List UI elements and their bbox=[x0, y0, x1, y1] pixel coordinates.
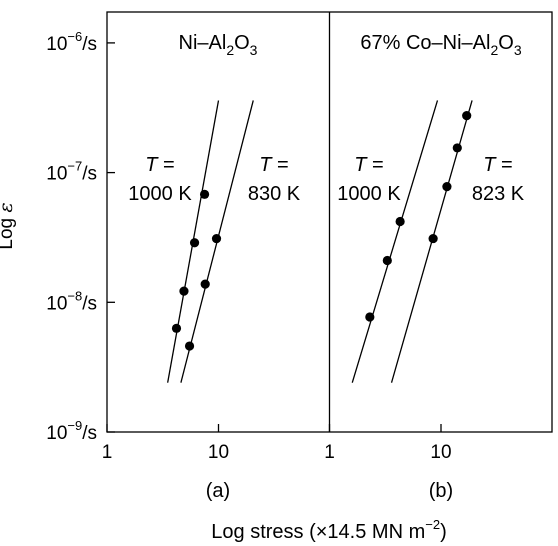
data-point bbox=[185, 341, 194, 350]
data-point bbox=[365, 312, 374, 321]
panel-caption: (a) bbox=[206, 480, 230, 502]
data-point bbox=[462, 111, 471, 120]
series-label-line2: 830 K bbox=[248, 183, 301, 205]
series-label-line1: T = bbox=[259, 154, 288, 176]
series-label-line1: T = bbox=[354, 154, 383, 176]
x-tick-label: 10 bbox=[430, 442, 451, 463]
y-axis-label: Log ε bbox=[0, 202, 17, 249]
data-point bbox=[212, 234, 221, 243]
x-tick-label: 1 bbox=[324, 442, 335, 463]
y-tick-label: 10−9/s bbox=[46, 418, 97, 444]
data-point bbox=[200, 190, 209, 199]
data-point bbox=[383, 256, 392, 265]
series-label-line2: 823 K bbox=[472, 183, 525, 205]
data-point bbox=[396, 217, 405, 226]
series-label-line1: T = bbox=[483, 154, 512, 176]
data-point bbox=[190, 238, 199, 247]
data-point bbox=[179, 286, 188, 295]
panel-caption: (b) bbox=[429, 480, 453, 502]
fit-line bbox=[352, 100, 437, 382]
y-tick-label: 10−8/s bbox=[46, 288, 97, 314]
x-tick-label: 10 bbox=[208, 442, 229, 463]
series-label-line1: T = bbox=[145, 154, 174, 176]
y-tick-label: 10−6/s bbox=[46, 29, 97, 55]
x-tick-label: 1 bbox=[102, 442, 113, 463]
series-label-line2: 1000 K bbox=[128, 183, 192, 205]
series-label-line2: 1000 K bbox=[337, 183, 401, 205]
data-point bbox=[442, 182, 451, 191]
data-point bbox=[429, 234, 438, 243]
data-point bbox=[172, 324, 181, 333]
panel-title: 67% Co–Ni–Al2O3 bbox=[360, 32, 521, 58]
x-axis-label: Log stress (×14.5 MN m−2) bbox=[211, 517, 446, 543]
panel-title: Ni–Al2O3 bbox=[179, 32, 258, 58]
data-point bbox=[453, 143, 462, 152]
y-tick-label: 10−7/s bbox=[46, 159, 97, 185]
data-point bbox=[201, 280, 210, 289]
